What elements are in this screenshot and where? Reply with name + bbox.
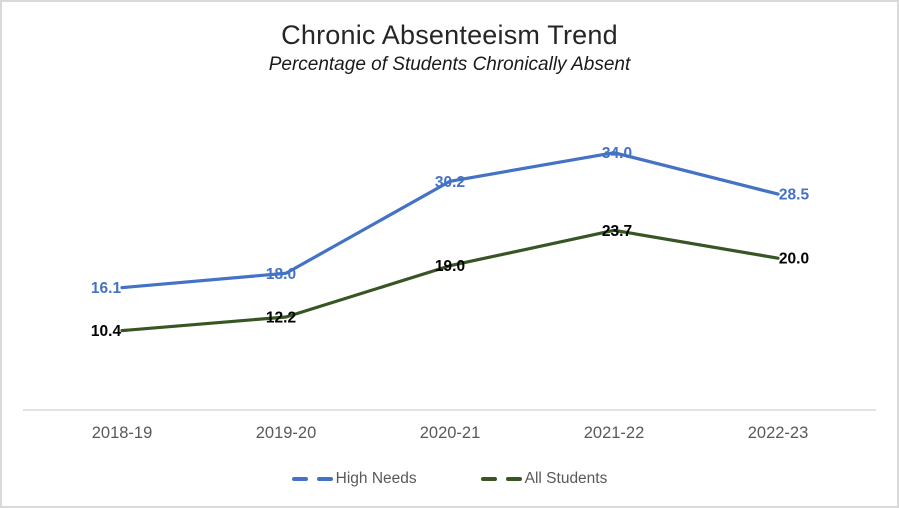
x-axis-label: 2021-22 [583,424,645,442]
legend-item-all-students: All Students [480,470,608,488]
data-label: 28.5 [779,187,810,204]
legend-key-icon [480,477,522,481]
legend-dash-icon [291,477,308,481]
series-line-high-needs [120,151,780,290]
legend-dash-icon [316,477,333,481]
legend-dash-icon [480,477,497,481]
data-label: 12.2 [266,310,296,327]
series-line-all-students [120,228,780,333]
x-axis-label: 2020-21 [419,424,481,442]
x-axis-label: 2018-19 [91,424,153,442]
legend-dash-icon [505,477,522,481]
legend: High Needs All Students [2,470,897,488]
legend-label: High Needs [335,470,417,487]
legend-label: All Students [524,470,608,487]
legend-item-high-needs: High Needs [291,470,417,488]
data-label: 19.0 [435,258,465,275]
data-label: 16.1 [91,280,122,297]
x-axis-label: 2019-20 [255,424,317,442]
data-label: 20.0 [779,251,809,268]
chart-subtitle: Percentage of Students Chronically Absen… [268,54,631,75]
data-label: 34.0 [602,145,632,162]
legend-key-icon [291,477,333,481]
data-label: 23.7 [602,223,632,240]
data-label: 30.2 [435,174,465,191]
data-label: 10.4 [91,323,122,340]
chart-title: Chronic Absenteeism Trend [281,20,618,50]
x-axis-label: 2022-23 [747,424,809,442]
data-label: 18.0 [266,266,296,283]
